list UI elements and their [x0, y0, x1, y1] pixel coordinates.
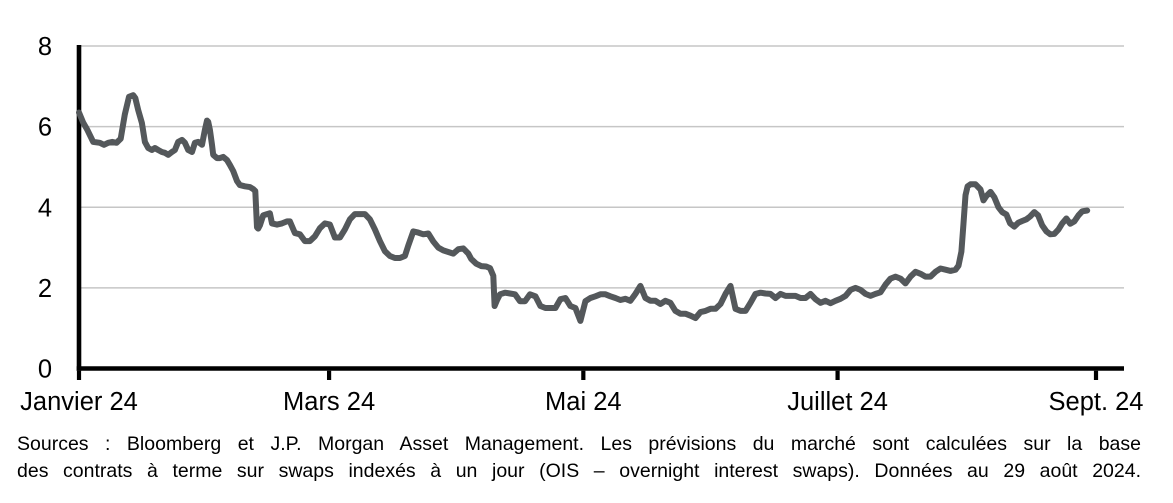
- y-tick-label: 4: [38, 194, 52, 222]
- line-chart: Janvier 24 Mars 24 Mai 24 Juillet 24 Sept. 2…: [20, 33, 1144, 416]
- y-tick-label: 2: [38, 275, 52, 303]
- x-tick-label: Janvier 24: [20, 388, 138, 416]
- x-tick-label: Mai 24: [545, 388, 622, 416]
- series-line: [76, 92, 1091, 324]
- y-tick-label: 8: [38, 33, 52, 61]
- x-tick-label: Mars 24: [283, 388, 375, 416]
- x-tick-label: Juillet 24: [787, 388, 888, 416]
- source-caption-line-2: des contrats à terme sur swaps indexés à…: [17, 459, 1141, 482]
- chart-area: Janvier 24 Mars 24 Mai 24 Juillet 24 Sept. 2…: [20, 33, 1144, 416]
- source-caption: Sources : Bloomberg et J.P. Morgan Asset…: [17, 431, 1141, 484]
- x-tick-label: Sept. 24: [1049, 388, 1144, 416]
- y-tick-label: 0: [38, 356, 52, 384]
- source-caption-line-1: Sources : Bloomberg et J.P. Morgan Asset…: [17, 433, 1141, 455]
- y-tick-label: 6: [38, 114, 52, 142]
